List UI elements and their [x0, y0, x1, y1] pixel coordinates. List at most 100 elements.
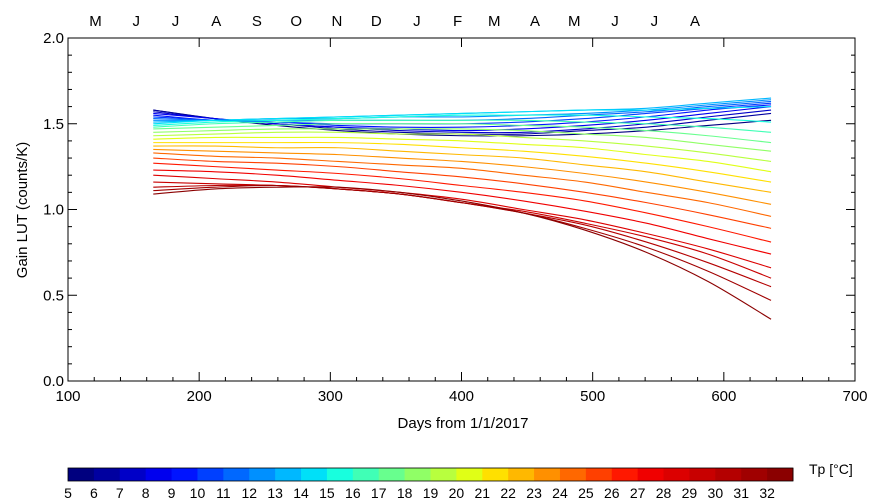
- top-month-label: J: [611, 13, 619, 30]
- colorbar-swatch: [637, 468, 665, 481]
- x-tick-label: 400: [449, 388, 474, 405]
- colorbar-label: 5: [64, 485, 72, 501]
- colorbar-swatch: [93, 468, 121, 481]
- colorbar-label: 13: [267, 485, 283, 501]
- top-month-label: F: [453, 13, 462, 30]
- series-lines: [153, 97, 772, 320]
- series-line-tp-22: [153, 145, 772, 193]
- colorbar-swatch: [715, 468, 742, 481]
- colorbar-swatch: [352, 468, 380, 481]
- colorbar-label: 14: [293, 485, 309, 501]
- y-axis-label: Gain LUT (counts/K): [14, 142, 31, 278]
- colorbar-swatch: [223, 468, 250, 481]
- x-tick-label: 600: [711, 388, 736, 405]
- series-line-tp-24: [153, 152, 772, 217]
- colorbar-swatch: [145, 468, 173, 481]
- colorbar-label: 28: [656, 485, 672, 501]
- colorbar-frame: [67, 467, 794, 482]
- series-line-tp-23: [153, 148, 772, 205]
- colorbar-swatch: [275, 468, 302, 481]
- top-month-label: J: [172, 13, 180, 30]
- series-line-tp-32: [153, 186, 772, 320]
- colorbar-label: 16: [345, 485, 361, 501]
- colorbar-label: 19: [423, 485, 439, 501]
- x-tick-label: 500: [580, 388, 605, 405]
- series-line-tp-15: [153, 114, 772, 127]
- colorbar-label: 6: [90, 485, 98, 501]
- series-line-tp-17: [153, 123, 772, 144]
- colorbar-swatch: [171, 468, 198, 481]
- colorbar-label: 25: [578, 485, 594, 501]
- top-month-label: J: [413, 13, 421, 30]
- colorbar-label: 26: [604, 485, 620, 501]
- colorbar-label: 23: [526, 485, 542, 501]
- colorbar-swatch: [404, 468, 431, 481]
- colorbar-label: 20: [449, 485, 465, 501]
- colorbar-swatch: [741, 468, 768, 481]
- top-month-label: J: [651, 13, 659, 30]
- y-tick-label: 2.0: [43, 30, 64, 47]
- series-line-tp-13: [153, 97, 772, 123]
- colorbar-label: 18: [397, 485, 413, 501]
- x-tick-label: 100: [55, 388, 80, 405]
- series-line-tp-27: [153, 169, 772, 255]
- y-tick-label: 0.5: [43, 287, 64, 304]
- plot-frame: [67, 37, 856, 382]
- series-line-tp-18: [153, 128, 772, 152]
- top-month-label: N: [331, 13, 342, 30]
- colorbar-label: 27: [630, 485, 646, 501]
- colorbar-label: 11: [216, 485, 231, 501]
- colorbar-swatch: [534, 468, 561, 481]
- colorbar-label: 12: [241, 485, 257, 501]
- colorbar-swatch: [508, 468, 535, 481]
- colorbar-swatch: [482, 468, 509, 481]
- colorbar-swatch: [249, 468, 276, 481]
- colorbar-label: 7: [116, 485, 124, 501]
- colorbar-label: 22: [500, 485, 516, 501]
- series-line-tp-20: [153, 136, 772, 173]
- colorbar-swatch: [430, 468, 457, 481]
- top-month-label: M: [89, 13, 102, 30]
- series-line-tp-31: [153, 184, 772, 301]
- top-month-label: A: [211, 13, 221, 30]
- series-line-tp-16: [153, 119, 772, 133]
- y-tick-label: 0.0: [43, 373, 64, 390]
- series-line-tp-29: [153, 181, 772, 279]
- top-month-label: S: [252, 13, 262, 30]
- top-month-label: M: [488, 13, 501, 30]
- colorbar-label: 10: [190, 485, 206, 501]
- colorbar-label: 8: [142, 485, 150, 501]
- colorbar-swatch: [663, 468, 690, 481]
- series-line-tp-19: [153, 131, 772, 163]
- colorbar-swatch: [197, 468, 224, 481]
- colorbar-swatch: [611, 468, 639, 481]
- colorbar-swatch: [559, 468, 587, 481]
- x-tick-label: 300: [318, 388, 343, 405]
- top-month-label: D: [371, 13, 382, 30]
- colorbar-label: 17: [371, 485, 387, 501]
- colorbar-swatch: [119, 468, 147, 481]
- colorbar-label: 21: [474, 485, 490, 501]
- colorbar-swatch: [456, 468, 483, 481]
- series-line-tp-28: [153, 174, 772, 269]
- colorbar-label: 31: [733, 485, 749, 501]
- colorbar-label: 32: [759, 485, 775, 501]
- colorbar-label: 9: [168, 485, 176, 501]
- x-tick-label: 200: [187, 388, 212, 405]
- top-month-label: A: [690, 13, 700, 30]
- colorbar-swatch: [326, 468, 354, 481]
- x-axis: 100 200 300 400 500 600 700: [55, 38, 868, 405]
- colorbar: 5 6 7 8 9 10 11 12 13 14 15 16 17 18 19 20 21 22 23 24 25 26 2…: [64, 467, 794, 501]
- colorbar-swatch: [68, 468, 95, 481]
- top-month-label: O: [290, 13, 302, 30]
- top-month-label: J: [132, 13, 140, 30]
- plot-area-frame: [67, 37, 856, 382]
- x-axis-label: Days from 1/1/2017: [398, 415, 529, 432]
- colorbar-label: 15: [319, 485, 335, 501]
- series-line-tp-5: [153, 109, 772, 137]
- colorbar-swatch: [585, 468, 613, 481]
- series-line-tp-21: [153, 141, 772, 183]
- y-tick-label: 1.5: [43, 116, 64, 133]
